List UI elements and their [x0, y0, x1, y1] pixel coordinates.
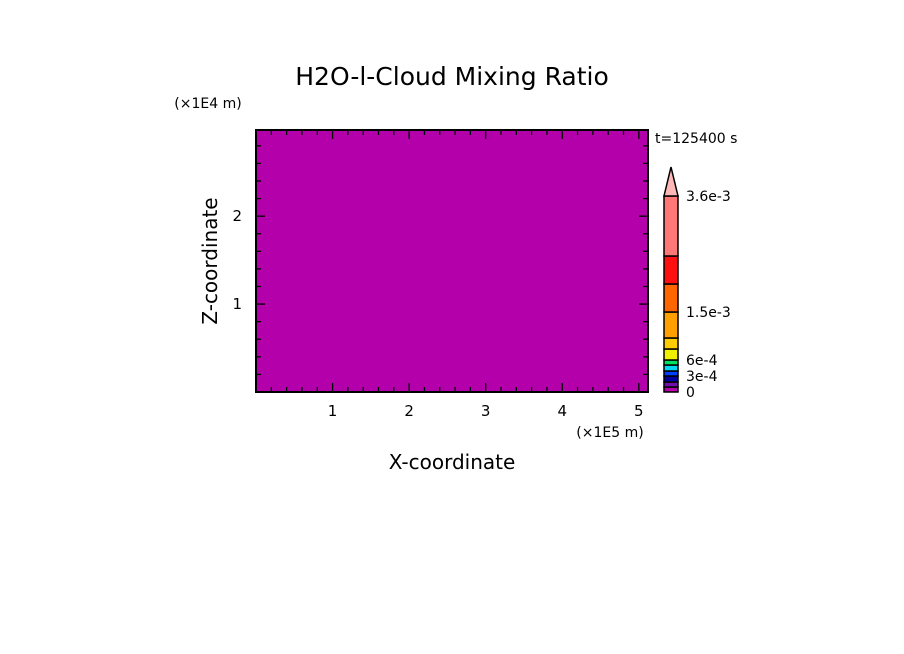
colorbar-segment: [663, 337, 679, 350]
y-tick-label: 1: [232, 295, 242, 313]
y-axis-label: Z-coordinate: [198, 197, 222, 324]
x-unit-label: (×1E5 m): [576, 425, 643, 441]
colorbar-segment: [663, 255, 679, 285]
field-fill: [256, 130, 648, 392]
x-axis-label: X-coordinate: [389, 450, 516, 474]
colorbar-segment: [663, 364, 679, 372]
colorbar-segment: [663, 311, 679, 339]
colorbar-label: 3e-4: [686, 369, 718, 385]
colorbar-segment: [663, 283, 679, 313]
colorbar-label: 3.6e-3: [686, 189, 731, 205]
x-tick-label: 3: [481, 402, 491, 420]
colorbar-label: 0: [686, 385, 695, 401]
x-tick-label: 5: [634, 402, 644, 420]
time-label: t=125400 s: [655, 131, 737, 147]
colorbar-segment: [663, 375, 679, 383]
colorbar-label: 6e-4: [686, 353, 718, 369]
colorbar-segment: [663, 195, 679, 257]
colorbar-segment: [663, 348, 679, 361]
x-tick-label: 2: [404, 402, 414, 420]
x-tick-label: 4: [557, 402, 567, 420]
plot-frame: [255, 129, 649, 393]
colorbar-label: 1.5e-3: [686, 305, 731, 321]
x-tick-label: 1: [328, 402, 338, 420]
chart-title: H2O-l-Cloud Mixing Ratio: [295, 62, 609, 91]
y-tick-label: 2: [232, 207, 242, 225]
colorbar-extend-triangle: [663, 166, 679, 197]
y-unit-label: (×1E4 m): [174, 96, 241, 112]
